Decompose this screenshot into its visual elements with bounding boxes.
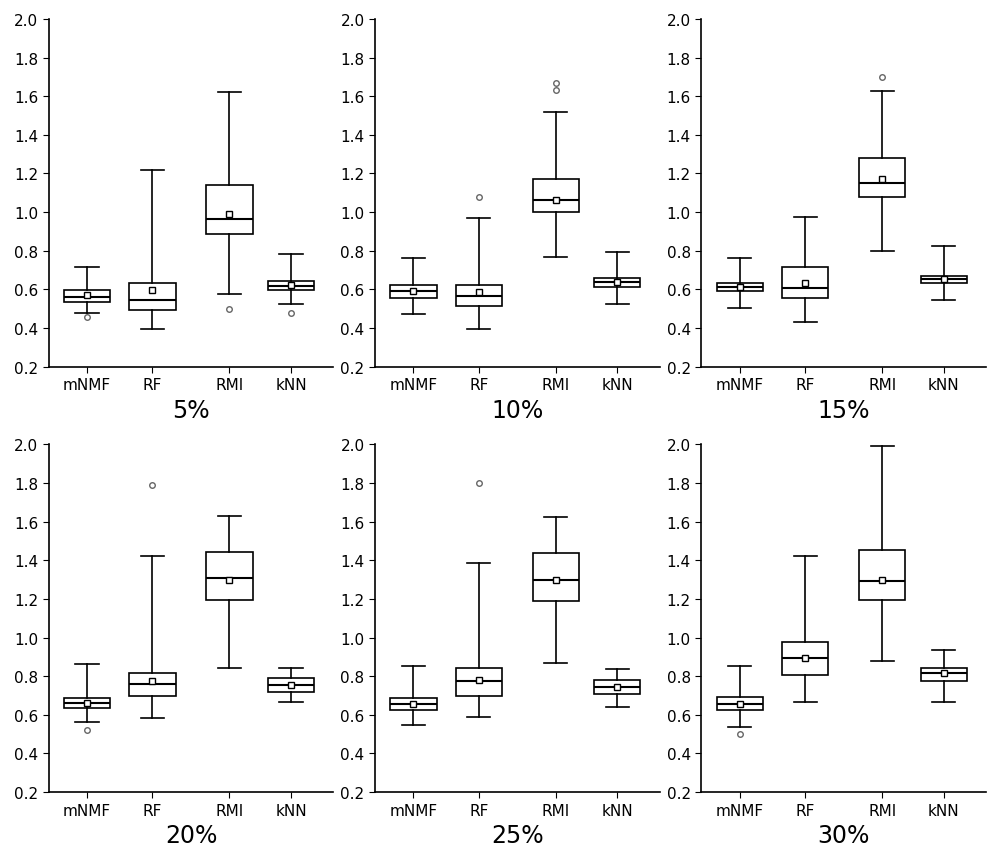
PathPatch shape bbox=[717, 283, 763, 292]
PathPatch shape bbox=[533, 553, 579, 601]
X-axis label: 10%: 10% bbox=[491, 398, 543, 422]
PathPatch shape bbox=[64, 291, 110, 302]
PathPatch shape bbox=[717, 697, 763, 710]
PathPatch shape bbox=[206, 552, 253, 600]
PathPatch shape bbox=[859, 550, 905, 600]
X-axis label: 25%: 25% bbox=[491, 823, 544, 847]
PathPatch shape bbox=[456, 669, 502, 697]
PathPatch shape bbox=[390, 285, 437, 299]
PathPatch shape bbox=[921, 276, 967, 283]
PathPatch shape bbox=[921, 668, 967, 681]
PathPatch shape bbox=[390, 698, 437, 710]
PathPatch shape bbox=[206, 186, 253, 235]
PathPatch shape bbox=[859, 158, 905, 197]
PathPatch shape bbox=[782, 268, 828, 299]
PathPatch shape bbox=[594, 278, 640, 288]
X-axis label: 30%: 30% bbox=[818, 823, 870, 847]
PathPatch shape bbox=[533, 180, 579, 213]
PathPatch shape bbox=[268, 678, 314, 692]
PathPatch shape bbox=[129, 283, 176, 310]
PathPatch shape bbox=[594, 680, 640, 694]
PathPatch shape bbox=[782, 642, 828, 675]
PathPatch shape bbox=[129, 673, 176, 697]
X-axis label: 15%: 15% bbox=[817, 398, 870, 422]
PathPatch shape bbox=[268, 282, 314, 290]
PathPatch shape bbox=[64, 698, 110, 709]
X-axis label: 5%: 5% bbox=[172, 398, 210, 422]
X-axis label: 20%: 20% bbox=[165, 823, 217, 847]
PathPatch shape bbox=[456, 285, 502, 307]
